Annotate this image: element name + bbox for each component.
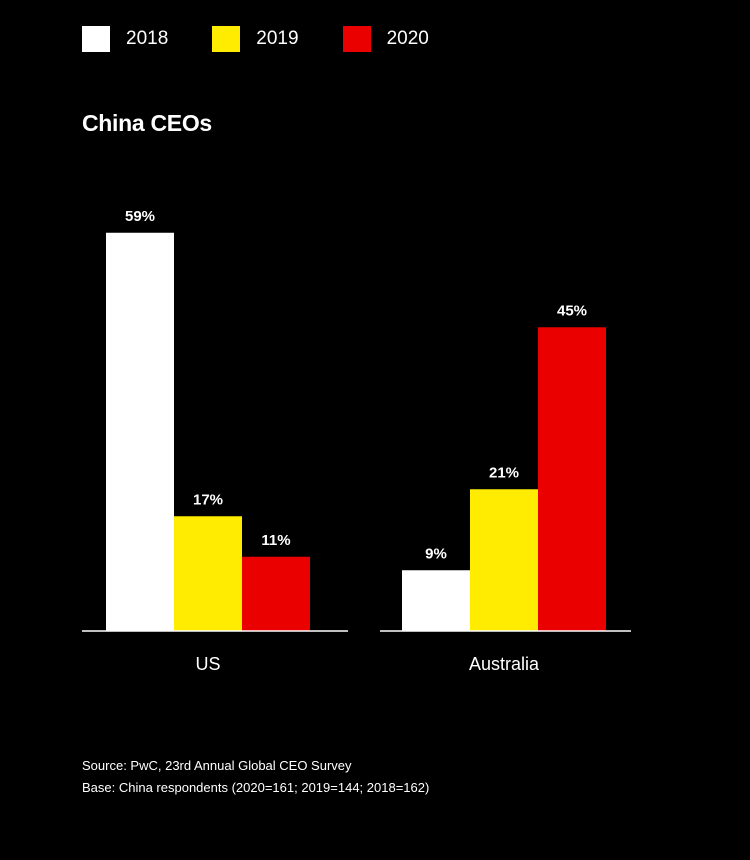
source-note: Source: PwC, 23rd Annual Global CEO Surv… bbox=[82, 758, 352, 773]
data-label-australia-2018: 9% bbox=[425, 545, 447, 562]
data-label-us-2019: 17% bbox=[193, 491, 223, 508]
bar-us-2020 bbox=[242, 556, 310, 631]
chart-title: China CEOs bbox=[82, 110, 212, 136]
data-label-australia-2019: 21% bbox=[489, 464, 519, 481]
bar-australia-2018 bbox=[402, 570, 470, 631]
data-label-us-2018: 59% bbox=[125, 208, 155, 225]
legend-item-2019: 2019 bbox=[212, 26, 299, 52]
legend-label-2019: 2019 bbox=[256, 28, 299, 49]
bar-australia-2019 bbox=[470, 489, 538, 631]
legend-label-2020: 2020 bbox=[386, 28, 429, 49]
legend-label-2018: 2018 bbox=[126, 28, 169, 49]
legend-item-2020: 2020 bbox=[342, 26, 429, 52]
legend-swatch-2020 bbox=[342, 26, 371, 52]
category-label-australia: Australia bbox=[469, 654, 540, 674]
bar-us-2018 bbox=[106, 232, 174, 631]
category-label-us: US bbox=[195, 654, 220, 674]
legend-swatch-2019 bbox=[212, 26, 241, 52]
bar-australia-2020 bbox=[538, 327, 606, 631]
data-label-australia-2020: 45% bbox=[557, 302, 587, 319]
data-label-us-2020: 11% bbox=[261, 532, 290, 549]
base-note: Base: China respondents (2020=161; 2019=… bbox=[82, 780, 430, 795]
legend-item-2018: 2018 bbox=[82, 26, 168, 52]
chart-legend: 2018 2019 2020 bbox=[82, 26, 473, 52]
bar-us-2019 bbox=[174, 516, 242, 631]
legend-swatch-2018 bbox=[82, 26, 110, 52]
